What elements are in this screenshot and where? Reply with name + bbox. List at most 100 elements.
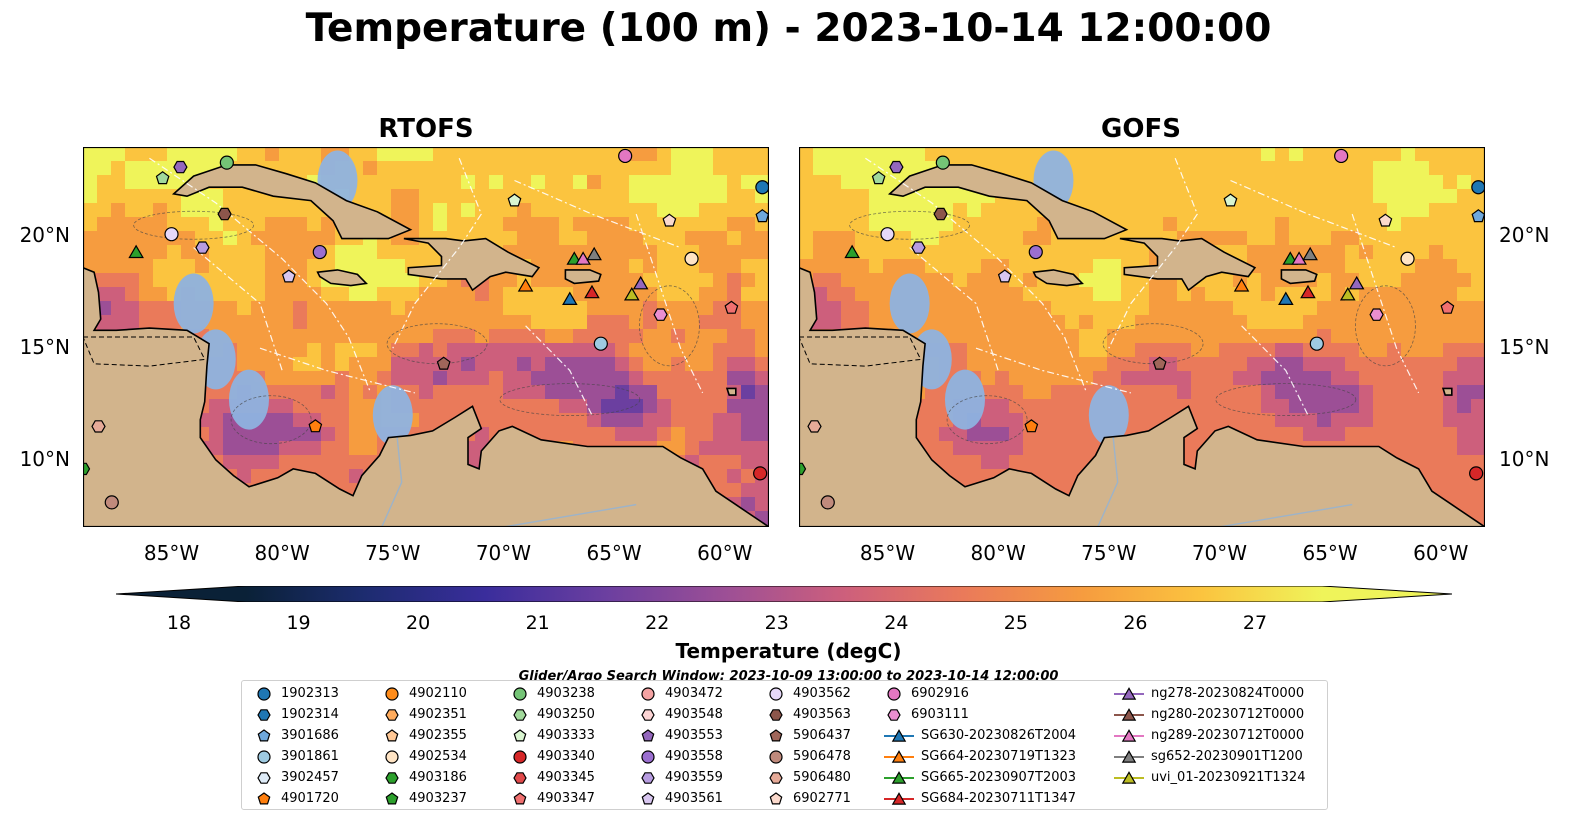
legend-label: 4903250 bbox=[537, 707, 595, 722]
map-panel-gofs[interactable] bbox=[799, 147, 1485, 527]
legend-label: 4903237 bbox=[409, 791, 467, 806]
legend-label: 4902351 bbox=[409, 707, 467, 722]
triangle-marker bbox=[1278, 291, 1294, 305]
legend-entry: 4903345 bbox=[510, 767, 595, 788]
colorbar-tick-label: 27 bbox=[1242, 612, 1268, 634]
triangle-marker bbox=[1339, 287, 1356, 301]
circle-marker bbox=[164, 227, 179, 242]
circle-marker bbox=[887, 686, 901, 701]
legend-label: 4903561 bbox=[665, 791, 723, 806]
pentagon-marker bbox=[513, 791, 527, 804]
lat-tick-label: 10°N bbox=[1499, 446, 1550, 471]
legend-label: 4902110 bbox=[409, 686, 467, 701]
circle-marker bbox=[769, 686, 783, 701]
legend-entry: 4903563 bbox=[766, 704, 851, 725]
observation-markers bbox=[799, 148, 1485, 510]
hexagon-marker bbox=[385, 771, 399, 784]
legend-label: 3901686 bbox=[281, 728, 339, 743]
circle-marker bbox=[219, 155, 234, 170]
pentagon-legend-icon bbox=[769, 791, 783, 804]
circle-marker bbox=[385, 749, 399, 764]
circle-marker bbox=[385, 686, 399, 701]
hexagon-marker bbox=[257, 771, 271, 784]
hexagon-marker bbox=[641, 708, 655, 721]
legend-entry: 4903472 bbox=[638, 683, 723, 704]
legend-entry: 5906480 bbox=[766, 767, 851, 788]
legend-entry: 4903340 bbox=[510, 746, 595, 767]
legend-entry: 4903333 bbox=[510, 725, 595, 746]
triangle-marker bbox=[586, 246, 602, 261]
legend-label: 5906437 bbox=[793, 728, 851, 743]
lon-tick-label: 60°W bbox=[697, 541, 753, 565]
pentagon-marker bbox=[1440, 300, 1455, 314]
observation-markers bbox=[83, 148, 769, 510]
hexagon-marker bbox=[911, 241, 926, 254]
hexagon-legend-icon bbox=[641, 771, 655, 784]
hexagon-marker bbox=[887, 708, 901, 721]
legend-entry: SG665-20230907T2003 bbox=[884, 767, 1076, 788]
circle-marker bbox=[618, 148, 633, 164]
triangle-marker bbox=[891, 791, 907, 805]
legend-label: 4903562 bbox=[793, 686, 851, 701]
legend-label: 5906480 bbox=[793, 770, 851, 785]
legend-label: uvi_01-20230921T1324 bbox=[1151, 770, 1306, 785]
pentagon-legend-icon bbox=[513, 728, 527, 741]
circle-marker bbox=[1400, 251, 1415, 266]
pentagon-marker bbox=[385, 728, 399, 741]
pentagon-marker bbox=[513, 728, 527, 741]
pentagon-marker bbox=[436, 356, 451, 370]
legend-entry: 3901861 bbox=[254, 746, 339, 767]
triangle-legend-icon bbox=[884, 770, 914, 784]
legend-entry: 4903561 bbox=[638, 788, 723, 809]
lon-tick-label: 65°W bbox=[1302, 541, 1358, 565]
legend-label: 4901720 bbox=[281, 791, 339, 806]
puerto-rico bbox=[564, 269, 602, 285]
legend-label: ng289-20230712T0000 bbox=[1151, 728, 1305, 743]
legend-label: 3902457 bbox=[281, 770, 339, 785]
hexagon-legend-icon bbox=[769, 708, 783, 721]
circle-legend-icon bbox=[769, 749, 783, 764]
hexagon-legend-icon bbox=[887, 708, 901, 721]
circle-marker bbox=[641, 686, 655, 701]
legend-entry: 4903559 bbox=[638, 767, 723, 788]
colorbar-extend-low bbox=[116, 586, 246, 602]
legend-entry: 4903238 bbox=[510, 683, 595, 704]
legend-label: 4903340 bbox=[537, 749, 595, 764]
legend-label: 1902314 bbox=[281, 707, 339, 722]
hexagon-marker bbox=[807, 420, 822, 433]
circle-marker bbox=[104, 495, 119, 510]
circle-legend-icon bbox=[887, 686, 901, 701]
legend-entry: 4901720 bbox=[254, 788, 339, 809]
hexagon-marker bbox=[173, 160, 188, 174]
pentagon-marker bbox=[1024, 419, 1039, 433]
hexagon-legend-icon bbox=[385, 708, 399, 721]
triangle-marker bbox=[517, 278, 534, 292]
pentagon-legend-icon bbox=[641, 791, 655, 804]
circle-marker bbox=[513, 749, 527, 764]
pentagon-legend-icon bbox=[257, 791, 271, 804]
circle-marker bbox=[641, 749, 655, 764]
mainland bbox=[799, 266, 1485, 527]
map-content-gofs bbox=[799, 147, 1485, 527]
lon-tick-label: 75°W bbox=[1081, 541, 1137, 565]
map-panel-rtofs[interactable] bbox=[83, 147, 769, 527]
circle-marker bbox=[1334, 148, 1349, 164]
pentagon-legend-icon bbox=[641, 728, 655, 741]
hexagon-marker bbox=[933, 207, 948, 221]
legend-entry: 6903111 bbox=[884, 704, 969, 725]
colorbar-tick-label: 19 bbox=[286, 612, 311, 634]
legend-label: 4903333 bbox=[537, 728, 595, 743]
island bbox=[725, 387, 737, 396]
legend-label: 6903111 bbox=[911, 707, 969, 722]
hexagon-marker bbox=[83, 462, 91, 476]
colorbar-tick-label: 22 bbox=[645, 612, 670, 634]
legend-label: 4903553 bbox=[665, 728, 723, 743]
circle-marker bbox=[880, 227, 895, 242]
pentagon-legend-icon bbox=[385, 728, 399, 741]
pentagon-marker bbox=[769, 728, 783, 741]
colorbar-tick-label: 20 bbox=[406, 612, 431, 634]
hexagon-marker bbox=[91, 420, 106, 433]
hexagon-marker bbox=[641, 771, 655, 784]
triangle-marker bbox=[844, 244, 860, 259]
pentagon-legend-icon bbox=[257, 728, 271, 741]
